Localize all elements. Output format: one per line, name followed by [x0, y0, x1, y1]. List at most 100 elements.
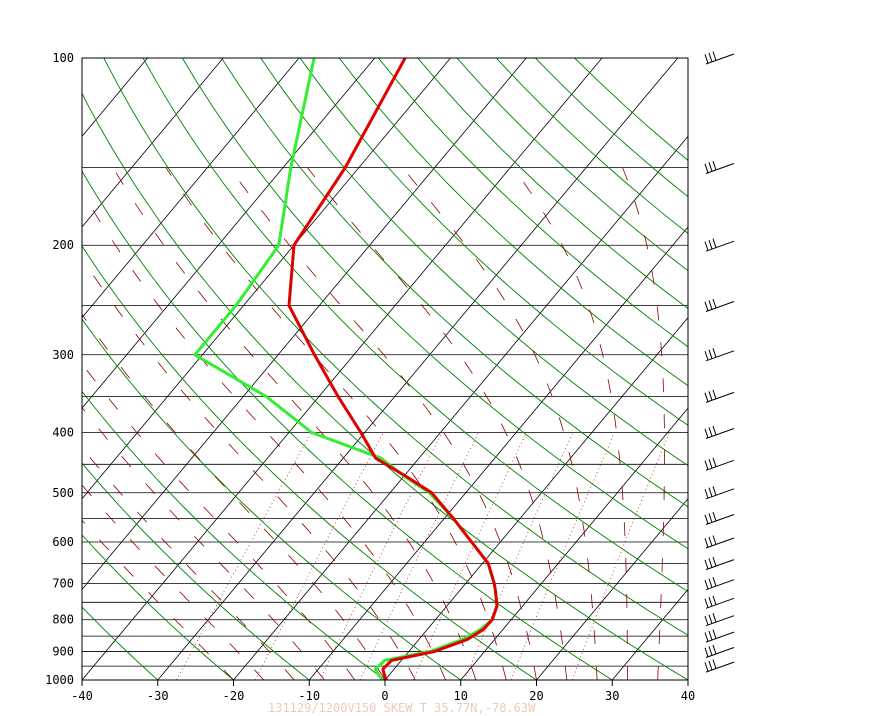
x-tick-label: -30 [147, 689, 169, 703]
wind-barb-flag [712, 51, 717, 61]
mixing-ratio-line [254, 432, 384, 680]
wind-barb-flag [704, 662, 709, 672]
dry-adiabat [82, 245, 538, 680]
wind-barb-flag [704, 538, 709, 548]
isotherm-line [82, 58, 224, 228]
y-tick-label: 600 [52, 535, 74, 549]
dry-adiabat [378, 58, 688, 348]
wind-barb-flag [708, 239, 713, 250]
wind-barb-flag [704, 632, 709, 642]
wind-barb-flag [708, 630, 713, 641]
dry-adiabat [82, 92, 688, 680]
wind-barb-staff [705, 615, 735, 627]
wind-barb-flag [704, 488, 709, 499]
y-tick-label: 300 [52, 348, 74, 362]
isotherm-line [82, 58, 527, 591]
wind-barb-flag [704, 460, 709, 470]
wind-barb-flag [708, 300, 713, 310]
wind-barb [704, 348, 735, 362]
wind-barb-flag [708, 536, 713, 547]
wind-barb-staff [705, 579, 735, 591]
dry-adiabat [142, 58, 688, 593]
wind-barb-staff [705, 488, 735, 500]
wind-barb-flag [708, 578, 713, 588]
x-tick-label: 30 [605, 689, 619, 703]
x-tick-label: 20 [529, 689, 543, 703]
wind-barb-staff [705, 661, 735, 673]
wind-barb-flag [712, 298, 717, 309]
x-tick-label: -20 [223, 689, 245, 703]
x-tick-label: -10 [298, 689, 320, 703]
wind-barb-flag [712, 457, 717, 467]
wind-barb-flag [712, 389, 717, 400]
wind-barb-flag [704, 301, 709, 311]
moist-adiabat [82, 190, 446, 680]
wind-barb-flag [708, 427, 713, 437]
wind-barb [704, 577, 735, 591]
mixing-ratio-line [176, 432, 312, 680]
wind-barb-staff [705, 631, 735, 643]
x-tick-label: 0 [381, 689, 388, 703]
dry-adiabat [82, 390, 386, 680]
wind-barb-flag [704, 598, 709, 608]
wind-barb-flag [704, 615, 709, 626]
wind-barb-flag [704, 350, 709, 361]
dry-adiabat [260, 58, 688, 467]
wind-barb-staff [705, 301, 735, 312]
background-grid [82, 58, 688, 680]
isotherm-line [460, 407, 688, 680]
isotherm-line [536, 498, 688, 680]
isotherm-line [82, 58, 451, 500]
dry-adiabat [221, 58, 688, 508]
dry-adiabat [82, 462, 311, 680]
y-tick-label: 400 [52, 425, 74, 439]
wind-barb-flag [708, 558, 713, 568]
wind-barb-flag [712, 238, 717, 248]
wind-barb [704, 535, 735, 549]
moist-adiabat [401, 167, 598, 680]
wind-barb-flag [712, 425, 717, 436]
wind-barb-flag [708, 513, 713, 523]
wind-barb [704, 425, 735, 439]
wind-barb-flag [712, 629, 717, 639]
wind-barb [704, 389, 735, 403]
wind-barb [704, 298, 735, 312]
wind-barb [704, 659, 735, 673]
moist-adiabat [512, 167, 628, 680]
wind-barb-flag [712, 556, 717, 567]
wind-barb-flag [708, 597, 713, 607]
wind-barb-flag [704, 163, 709, 173]
isotherm-line [82, 58, 603, 680]
dry-adiabat [82, 318, 462, 680]
wind-barb-staff [705, 53, 735, 65]
isotherm-line [233, 135, 688, 680]
wind-barb [704, 457, 735, 471]
wind-barb [704, 238, 735, 252]
wind-barb [704, 629, 735, 643]
dry-adiabat [181, 58, 688, 550]
mixing-ratio-line [464, 432, 574, 680]
moist-adiabat [82, 313, 386, 680]
dry-adiabat [338, 58, 688, 387]
isotherm-line [157, 58, 679, 680]
wind-barb [704, 486, 735, 500]
wind-barb-staff [705, 428, 735, 439]
wind-barb-staff [705, 597, 735, 609]
dry-adiabat [299, 58, 688, 426]
wind-barb-flag [712, 595, 717, 605]
x-tick-label: -40 [71, 689, 93, 703]
wind-barb-flag [712, 535, 717, 545]
y-tick-labels: 1000 900 800 700 600 500 400 300 200 100 [45, 51, 74, 687]
wind-barb-flag [704, 428, 709, 438]
dry-adiabat [82, 534, 235, 680]
dry-adiabat [103, 58, 688, 636]
wind-barb-staff [705, 163, 735, 174]
wind-barbs [704, 51, 735, 673]
wind-barb-flag [712, 577, 717, 587]
wind-barb [704, 160, 735, 174]
moist-adiabat [82, 257, 416, 680]
wind-barb-flag [708, 646, 713, 656]
wind-barb-staff [705, 647, 735, 658]
wind-barb-flag [712, 348, 717, 358]
y-tick-label: 800 [52, 613, 74, 627]
